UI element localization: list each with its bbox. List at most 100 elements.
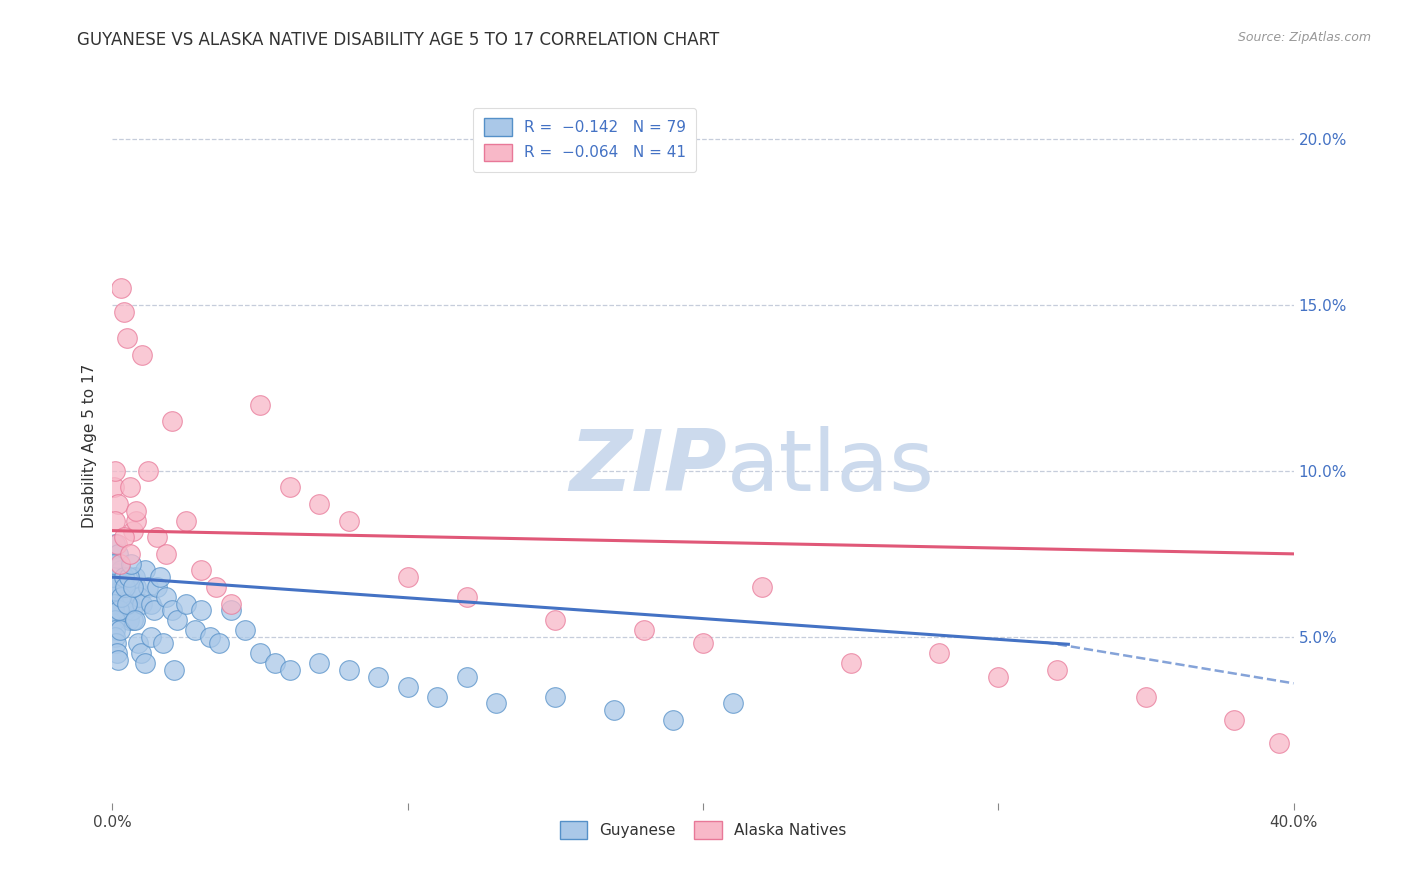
Point [233, 624, 256, 638]
Point [396, 570, 419, 584]
Point [103, 481, 125, 495]
Point [118, 613, 141, 627]
Point [128, 590, 150, 604]
Point [131, 348, 153, 362]
Point [108, 624, 131, 638]
Point [129, 647, 152, 661]
Point [104, 464, 127, 478]
Point [103, 613, 125, 627]
Point [721, 696, 744, 710]
Point [308, 657, 330, 671]
Legend: Guyanese, Alaska Natives: Guyanese, Alaska Natives [554, 815, 852, 845]
Point [111, 597, 134, 611]
Point [105, 636, 128, 650]
Point [107, 603, 129, 617]
Point [146, 530, 169, 544]
Point [264, 657, 287, 671]
Point [456, 670, 478, 684]
Point [987, 670, 1010, 684]
Point [112, 304, 135, 318]
Point [155, 547, 177, 561]
Point [249, 647, 271, 661]
Point [149, 570, 172, 584]
Text: GUYANESE VS ALASKA NATIVE DISABILITY AGE 5 TO 17 CORRELATION CHART: GUYANESE VS ALASKA NATIVE DISABILITY AGE… [77, 31, 720, 49]
Point [278, 663, 301, 677]
Point [155, 590, 177, 604]
Point [105, 537, 128, 551]
Point [108, 603, 131, 617]
Point [105, 570, 128, 584]
Point [152, 636, 174, 650]
Point [103, 570, 125, 584]
Point [544, 613, 567, 627]
Point [751, 580, 773, 594]
Point [107, 653, 129, 667]
Point [112, 570, 135, 584]
Point [219, 603, 242, 617]
Point [174, 514, 197, 528]
Point [367, 670, 389, 684]
Point [104, 514, 127, 528]
Point [139, 597, 162, 611]
Point [105, 590, 128, 604]
Point [105, 647, 128, 661]
Point [190, 603, 212, 617]
Point [337, 663, 360, 677]
Point [249, 397, 271, 411]
Point [120, 597, 142, 611]
Point [127, 636, 149, 650]
Point [278, 481, 301, 495]
Point [115, 597, 138, 611]
Point [112, 576, 135, 591]
Point [104, 557, 127, 571]
Point [110, 590, 132, 604]
Point [136, 464, 159, 478]
Point [124, 613, 146, 627]
Point [1268, 736, 1291, 750]
Point [184, 624, 207, 638]
Point [114, 603, 136, 617]
Point [163, 663, 186, 677]
Point [208, 636, 231, 650]
Point [928, 647, 950, 661]
Point [117, 331, 138, 345]
Point [118, 570, 141, 584]
Point [190, 564, 212, 578]
Point [103, 603, 125, 617]
Point [103, 580, 125, 594]
Point [121, 580, 143, 594]
Point [633, 624, 655, 638]
Point [107, 497, 129, 511]
Point [1046, 663, 1069, 677]
Point [1223, 713, 1246, 727]
Point [166, 613, 188, 627]
Point [134, 657, 156, 671]
Point [104, 630, 127, 644]
Point [308, 497, 330, 511]
Point [396, 680, 419, 694]
Point [124, 570, 146, 584]
Point [107, 547, 129, 561]
Point [839, 657, 862, 671]
Point [108, 583, 131, 598]
Point [103, 597, 125, 611]
Point [108, 557, 131, 571]
Point [117, 590, 138, 604]
Point [603, 703, 626, 717]
Point [120, 481, 142, 495]
Point [139, 630, 162, 644]
Point [121, 603, 143, 617]
Point [134, 564, 156, 578]
Point [662, 713, 685, 727]
Point [104, 624, 127, 638]
Point [219, 597, 242, 611]
Text: atlas: atlas [727, 425, 935, 509]
Point [485, 696, 508, 710]
Point [103, 557, 125, 571]
Point [125, 504, 148, 518]
Point [146, 580, 169, 594]
Point [174, 597, 197, 611]
Point [114, 580, 136, 594]
Point [131, 597, 153, 611]
Point [110, 564, 132, 578]
